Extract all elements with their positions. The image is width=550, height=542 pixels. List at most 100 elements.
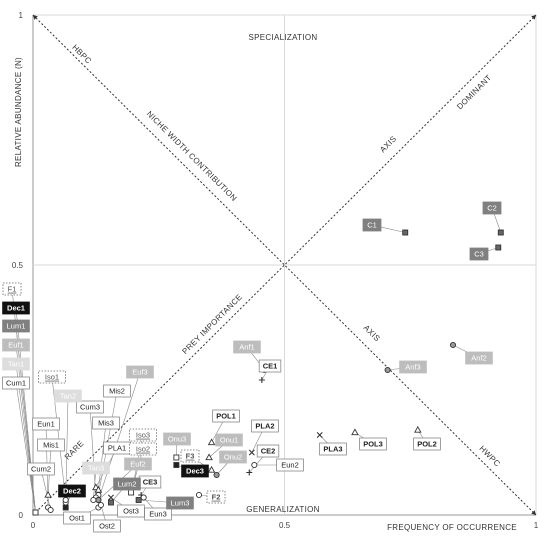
label-box-cum3 [76,400,104,414]
marker-c3 [495,244,502,251]
data-label-onu2: Onu2 [224,453,242,462]
data-label-mis1: Mis1 [43,441,59,450]
data-label-pla2: PLA2 [255,422,274,431]
label-box-ce1 [258,359,282,373]
label-box-anf2 [465,351,493,365]
marker-dec3 [173,462,180,468]
label-box-ost3 [117,504,145,518]
marker-f3 [207,465,216,473]
leader-cum2 [40,468,51,511]
marker-pol1 [207,438,216,446]
label-box-lum3 [166,496,194,510]
data-label-f1: F1 [8,285,17,294]
data-label-mis3: Mis3 [98,419,114,428]
data-label-f2: F2 [212,493,221,502]
marker-pla2 [248,449,255,456]
annotation-hwpc: HWPC [478,444,503,469]
annotation-generalization: GENERALIZATION [246,505,319,514]
data-label-anf3: Anf3 [405,363,420,372]
data-label-pla1: PLA1 [108,444,126,453]
data-labels: C1 C2 C3 Anf1 Anf2 Anf3 CE1 POL1 POL2 POL3 PLA1 PLA… [2,201,502,533]
data-label-eun3: Eun3 [149,510,167,519]
data-label-euf2: Euf2 [130,460,145,469]
label-box-eun1 [32,417,60,431]
y-axis-title: RELATIVE ABUNDANCE (N) [14,57,23,167]
data-label-pol2: POL2 [417,440,437,449]
marker-dec2 [62,504,69,511]
label-box-pol2 [413,437,441,451]
y-tick-label: 0 [19,511,24,520]
data-label-c1: C1 [367,221,377,230]
data-label-iso3: Iso3 [136,431,150,440]
marker-anf2 [449,341,457,349]
data-label-lum3: Lum3 [171,499,190,508]
label-box-f2 [206,490,226,504]
grid-lines [32,14,537,516]
label-box-iso1 [38,370,66,384]
label-box-f1 [2,282,22,296]
label-box-dec2 [58,484,86,498]
label-box-ost2 [93,519,121,533]
data-label-tan2: Tan2 [60,392,76,401]
data-label-lum1: Lum1 [7,322,26,331]
data-label-lum2: Lum2 [118,480,137,489]
data-label-pla3: PLA3 [323,445,342,454]
label-box-ost1 [63,511,91,525]
y-tick-label: 0.5 [12,261,24,270]
data-label-c3: C3 [474,250,484,259]
annotation-rare: RARE [63,439,86,462]
label-box-iso3 [129,428,157,442]
label-box-c1 [362,218,382,232]
marker-iso1 [62,496,69,504]
data-label-cum3: Cum3 [80,403,100,412]
label-box-onu1 [215,433,243,447]
data-label-onu3: Onu3 [168,435,186,444]
label-box-c3 [469,247,489,261]
arrowhead-top-left [33,15,38,20]
marker-eun2 [251,461,258,469]
data-label-dec2: Dec2 [63,487,81,496]
label-box-dec3 [181,464,209,478]
arrowhead-bottom-right [531,510,536,515]
marker-pol2 [414,425,422,433]
x-tick-label: 1 [534,521,539,530]
label-box-dec1 [2,301,30,315]
marker-euf3 [95,496,102,504]
label-box-lum1 [2,319,30,333]
data-label-f3: F3 [186,452,195,461]
data-label-mis2: Mis2 [109,387,125,396]
label-box-tan3 [82,461,110,475]
marker-onu2 [213,471,220,479]
diagonal-axes [32,14,537,516]
data-label-euf3: Euf3 [132,368,147,377]
annotation-niche-width: NICHE WIDTH CONTRIBUTION [145,109,239,203]
data-label-ost2: Ost2 [99,522,115,531]
annotation-dominant: DOMINANT [455,73,493,111]
label-box-tan2 [54,389,82,403]
marker-f2 [195,491,203,499]
marker-pol3 [351,428,359,436]
data-label-euf1: Euf1 [8,341,23,350]
marker-iso2 [128,489,135,496]
y-tick-label: 1 [19,11,24,20]
data-label-ost1: Ost1 [69,514,85,523]
data-label-anf2: Anf2 [471,354,486,363]
label-box-ce2 [256,444,280,458]
data-label-dec1: Dec1 [7,304,25,313]
label-box-iso2 [129,442,157,456]
data-label-eun1: Eun1 [37,420,55,429]
marker-onu3 [173,454,180,461]
label-box-cum1 [2,376,30,390]
data-label-anf1: Anf1 [239,343,254,352]
marker-c2 [497,229,504,236]
leader-mis3 [98,422,107,491]
marker-c1 [402,229,409,236]
label-box-anf3 [399,360,427,374]
tick-labels: 0 0.5 1 0 0.5 1 [12,11,539,530]
label-box-pol1 [212,409,240,423]
x-axis-title: FREQUENCY OF OCCURRENCE [387,523,517,532]
data-label-dec3: Dec3 [186,467,204,476]
label-box-onu3 [163,432,191,446]
label-box-cum2 [27,462,55,476]
marker-lum2 [108,499,114,506]
